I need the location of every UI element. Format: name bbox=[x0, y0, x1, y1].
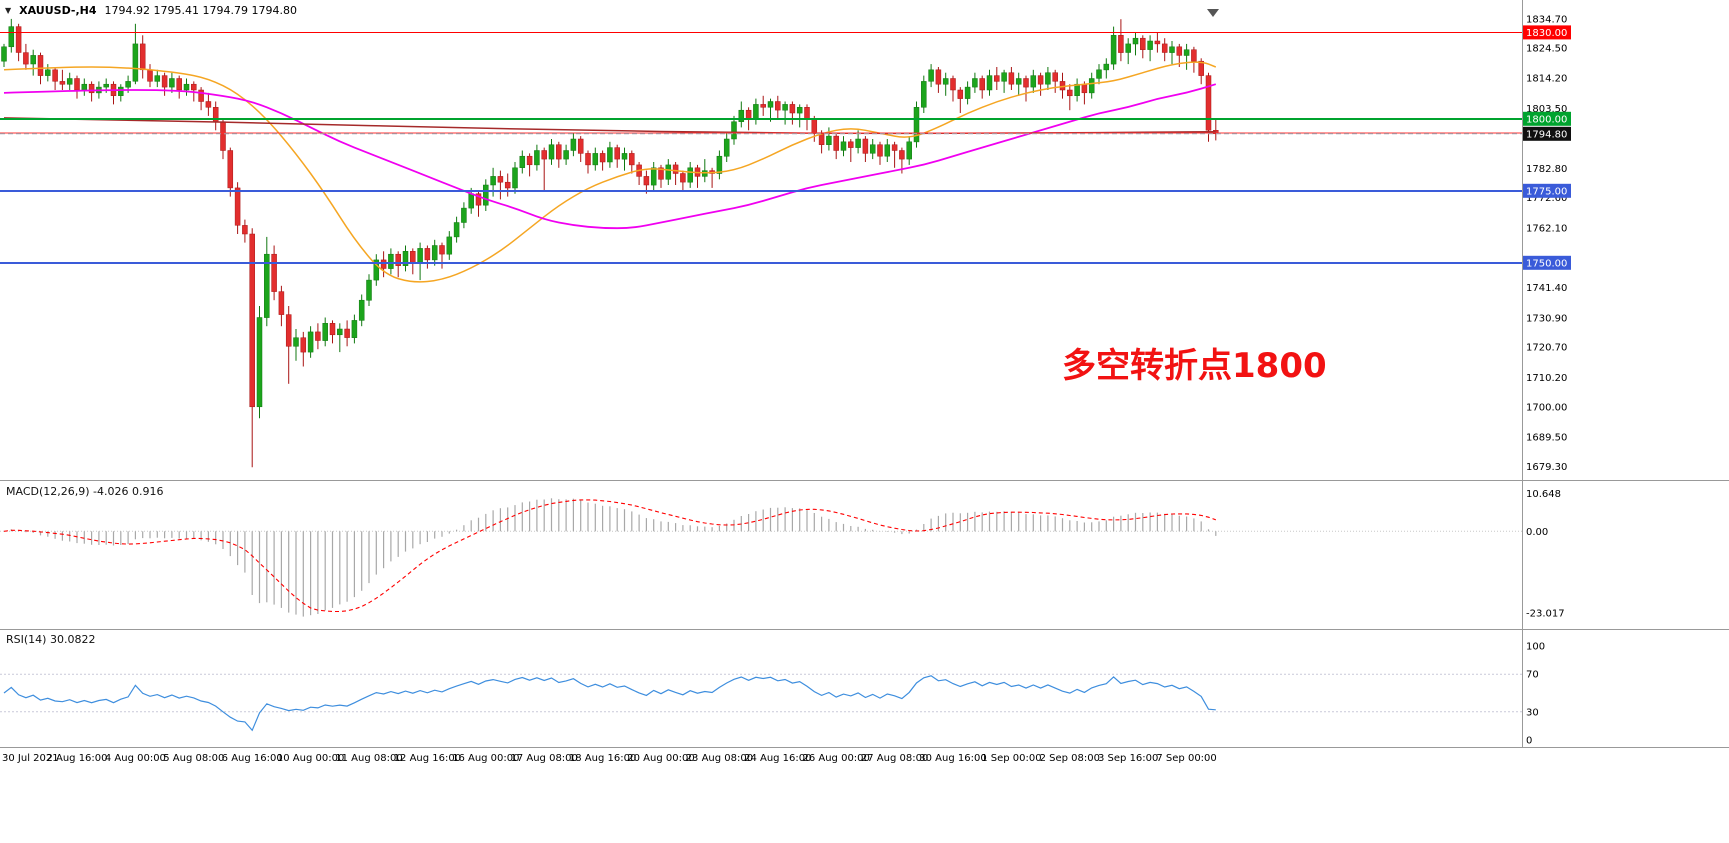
time-axis-label: 17 Aug 08:00 bbox=[510, 753, 577, 764]
price-axis-label: 1814.20 bbox=[1526, 73, 1567, 84]
rsi-axis-label: 100 bbox=[1526, 642, 1545, 653]
ma-long-maroon bbox=[3, 117, 1216, 135]
time-axis-label: 27 Aug 08:00 bbox=[861, 753, 928, 764]
price-axis-label: 1762.10 bbox=[1526, 224, 1567, 235]
price-axis-label: 1834.70 bbox=[1526, 14, 1567, 25]
time-axis-label: 30 Jul 2021 bbox=[2, 753, 59, 764]
rsi-axis-label: 70 bbox=[1526, 670, 1539, 681]
rsi-value: 30.0822 bbox=[49, 633, 96, 646]
time-axis-label: 2 Aug 16:00 bbox=[46, 753, 107, 764]
time-axis-label: 24 Aug 16:00 bbox=[744, 753, 811, 764]
price-axis-label: 1679.30 bbox=[1526, 462, 1567, 473]
time-axis-label: 2 Sep 08:00 bbox=[1040, 753, 1100, 764]
macd-signal-line bbox=[3, 499, 1216, 613]
time-axis-label: 7 Sep 00:00 bbox=[1156, 753, 1216, 764]
macd-histogram bbox=[10, 498, 1217, 617]
rsi-axis-label: 0 bbox=[1526, 736, 1532, 747]
time-axis-label: 5 Aug 08:00 bbox=[163, 753, 224, 764]
macd-panel[interactable] bbox=[0, 498, 1522, 617]
rsi-indicator-label: RSI(14) 30.0822 bbox=[6, 633, 95, 646]
price-axis-label: 1689.50 bbox=[1526, 433, 1567, 444]
time-axis-label: 6 Aug 16:00 bbox=[222, 753, 283, 764]
rsi-panel[interactable] bbox=[0, 673, 1522, 732]
price-badge bbox=[1523, 255, 1571, 270]
time-axis-label: 26 Aug 00:00 bbox=[802, 753, 869, 764]
macd-axis-label: 10.648 bbox=[1526, 489, 1561, 500]
ma-slow-magenta bbox=[3, 83, 1217, 230]
price-badge-value: 1800.00 bbox=[1526, 114, 1567, 125]
price-axis-label: 1824.50 bbox=[1526, 44, 1567, 55]
price-badge bbox=[1523, 183, 1571, 198]
time-axis-label: 3 Sep 16:00 bbox=[1098, 753, 1158, 764]
time-axis-label: 12 Aug 16:00 bbox=[394, 753, 461, 764]
ohlc-values: 1794.92 1795.41 1794.79 1794.80 bbox=[104, 4, 297, 17]
price-axis-label: 1730.90 bbox=[1526, 313, 1567, 324]
price-axis-label: 1710.20 bbox=[1526, 373, 1567, 384]
time-axis-label: 16 Aug 00:00 bbox=[452, 753, 519, 764]
price-axis-label: 1720.70 bbox=[1526, 343, 1567, 354]
price-badge-value: 1750.00 bbox=[1526, 258, 1567, 269]
macd-values: -4.026 0.916 bbox=[93, 485, 164, 498]
price-axis-label: 1700.00 bbox=[1526, 402, 1567, 413]
price-badge-value: 1775.00 bbox=[1526, 186, 1567, 197]
chart-shift-marker-icon[interactable] bbox=[1207, 9, 1219, 17]
chart-annotation-text[interactable]: 多空转折点1800 bbox=[1062, 346, 1327, 386]
price-axis-label: 1741.40 bbox=[1526, 283, 1567, 294]
macd-indicator-label: MACD(12,26,9) -4.026 0.916 bbox=[6, 485, 164, 498]
rsi-axis-label: 30 bbox=[1526, 707, 1539, 718]
macd-axis-label: 0.00 bbox=[1526, 527, 1548, 538]
time-axis-label: 4 Aug 00:00 bbox=[105, 753, 166, 764]
price-badge-value: 1794.80 bbox=[1526, 129, 1567, 140]
price-badge bbox=[1523, 25, 1571, 40]
time-axis-label: 1 Sep 00:00 bbox=[981, 753, 1041, 764]
macd-name: MACD(12,26,9) bbox=[6, 485, 90, 498]
price-chart-panel[interactable] bbox=[0, 9, 1522, 468]
axes-layer: 1834.70 1824.50 1814.20 1803.50 1782.80 1772.… bbox=[0, 0, 1729, 764]
candles-layer bbox=[1, 18, 1219, 468]
price-badge bbox=[1523, 111, 1571, 126]
symbol-dropdown-icon[interactable]: ▼ bbox=[5, 5, 12, 15]
price-axis-label: 1803.50 bbox=[1526, 104, 1567, 115]
symbol-timeframe-label: XAUUSD-,H4 bbox=[19, 4, 97, 17]
time-axis-label: 23 Aug 08:00 bbox=[686, 753, 753, 764]
price-badge bbox=[1523, 126, 1571, 141]
time-axis-label: 11 Aug 08:00 bbox=[335, 753, 402, 764]
rsi-name: RSI(14) bbox=[6, 633, 47, 646]
price-axis-label: 1782.80 bbox=[1526, 164, 1567, 175]
price-badge-value: 1830.00 bbox=[1526, 28, 1567, 39]
time-axis-label: 18 Aug 16:00 bbox=[569, 753, 636, 764]
time-axis-label: 10 Aug 00:00 bbox=[277, 753, 344, 764]
time-axis-label: 30 Aug 16:00 bbox=[919, 753, 986, 764]
time-axis-label: 20 Aug 00:00 bbox=[627, 753, 694, 764]
macd-axis-label: -23.017 bbox=[1526, 609, 1565, 620]
ma-fast-orange bbox=[3, 61, 1217, 283]
rsi-line bbox=[3, 675, 1216, 732]
chart-header: ▼ XAUUSD-,H4 1794.92 1795.41 1794.79 179… bbox=[5, 4, 297, 17]
price-axis-label: 1772.60 bbox=[1526, 193, 1567, 204]
